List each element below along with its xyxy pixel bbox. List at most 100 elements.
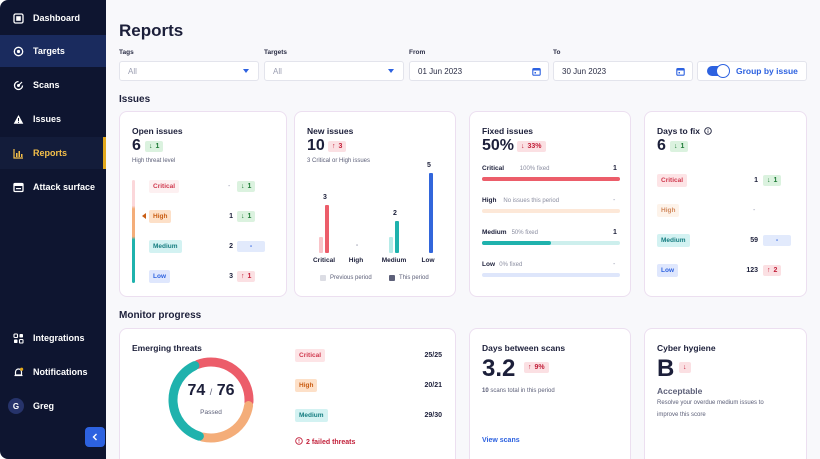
days-to-fix-card[interactable]: Days to fix 6 ↓ 1 Critical High Medium Lo… — [644, 111, 807, 297]
info-icon[interactable] — [704, 127, 713, 137]
sidebar-item-label: Scans — [33, 80, 60, 90]
sidebar-item-dashboard[interactable]: Dashboard — [0, 2, 106, 34]
bar-critical-previous — [319, 237, 323, 253]
sidebar-item-scans[interactable]: Scans — [0, 69, 106, 101]
fixed-row-note: 0% fixed — [499, 261, 523, 268]
group-by-issue-label: Group by issue — [736, 66, 798, 76]
legend-this-period: This period — [399, 275, 429, 281]
fixed-issues-card[interactable]: Fixed issues 50% ↓ 33% Critical 100% fixed… — [469, 111, 631, 297]
days-between-scans-card[interactable]: Days between scans 3.2 ↑ 9% 10 scans tota… — [469, 328, 631, 459]
toggle-switch[interactable] — [707, 64, 730, 78]
new-issues-subtitle: 3 Critical or High issues — [307, 158, 371, 164]
to-label: To — [553, 49, 561, 56]
chevron-left-icon — [91, 428, 99, 446]
bar-critical-current — [325, 205, 329, 253]
cyber-hygiene-card[interactable]: Cyber hygiene B ↓ Acceptable Resolve you… — [644, 328, 807, 459]
threat-level-gauge — [132, 180, 135, 283]
to-date-input[interactable]: 30 Jun 2023 — [553, 61, 693, 81]
new-issues-card[interactable]: New issues 10 ↑ 3 3 Critical or High issu… — [294, 111, 456, 297]
chevron-down-icon — [388, 69, 394, 73]
cyber-hygiene-description-line-2: improve this score — [657, 412, 706, 418]
cyber-hygiene-title: Cyber hygiene — [657, 343, 716, 353]
threats-passed-score: 74 / 76 — [166, 382, 256, 400]
sidebar-item-issues[interactable]: Issues — [0, 103, 106, 135]
warning-icon — [11, 112, 25, 126]
sidebar-item-reports[interactable]: Reports — [0, 137, 106, 169]
arrow-up-icon: ↑ — [767, 267, 771, 274]
open-issues-value: 6 — [132, 137, 141, 154]
fixed-progress-track — [482, 273, 620, 277]
bar-data-label: - — [355, 242, 359, 249]
open-critical-count: - — [228, 183, 231, 190]
threats-medium-value: 29/30 — [424, 412, 442, 419]
collapse-sidebar-button[interactable] — [85, 427, 105, 447]
bar-medium-current — [395, 221, 399, 253]
from-label: From — [409, 49, 426, 56]
tags-select[interactable]: All — [119, 61, 259, 81]
sidebar-item-user[interactable]: G Greg — [0, 390, 106, 422]
severity-badge-low: Low — [657, 264, 678, 277]
fixed-row-note: No issues this period — [503, 197, 560, 204]
legend-previous-period: Previous period — [330, 275, 372, 281]
fixed-issues-title: Fixed issues — [482, 126, 534, 136]
fixed-row-note: 100% fixed — [519, 165, 550, 172]
days-critical-count: 1 — [754, 177, 758, 184]
fixed-row-label: Low — [482, 261, 495, 268]
arrow-down-icon: ↓ — [241, 213, 245, 220]
sidebar-item-attack-surface[interactable]: Attack surface — [0, 171, 106, 203]
view-scans-link[interactable]: View scans — [482, 437, 520, 444]
threats-separator: / — [209, 387, 213, 397]
severity-badge-high: High — [657, 204, 680, 217]
group-by-issue-toggle[interactable]: Group by issue — [697, 61, 807, 81]
days-to-fix-title: Days to fix — [657, 126, 713, 137]
threats-high-value: 20/21 — [424, 382, 442, 389]
days-to-fix-trend: ↓ 1 — [670, 141, 689, 152]
open-issues-title: Open issues — [132, 126, 183, 136]
sidebar-item-integrations[interactable]: Integrations — [0, 322, 106, 354]
open-high-count: 1 — [229, 213, 233, 220]
arrow-down-icon: ↓ — [149, 143, 153, 150]
days-between-scans-subtitle: 10 scans total in this period — [482, 388, 555, 394]
targets-select[interactable]: All — [264, 61, 404, 81]
sidebar-item-label: Notifications — [33, 367, 88, 377]
dashboard-icon — [11, 11, 25, 25]
arrow-up-icon: ↑ — [528, 364, 532, 371]
severity-badge-critical: Critical — [295, 349, 326, 362]
fixed-issues-trend: ↓ 33% — [517, 141, 546, 152]
emerging-threats-ring — [168, 357, 254, 443]
sidebar-item-label: Targets — [33, 46, 65, 56]
open-issues-card[interactable]: Open issues 6 ↓ 1 High threat level Criti… — [119, 111, 287, 297]
cyber-hygiene-status: Acceptable — [657, 386, 703, 396]
days-medium-trend: - — [763, 235, 791, 246]
ring-segment — [193, 357, 254, 407]
sidebar-item-label: Attack surface — [33, 182, 96, 192]
bar-medium-previous — [389, 237, 393, 253]
x-tick-label: Critical — [312, 257, 336, 264]
sidebar-item-label: Dashboard — [33, 13, 81, 23]
to-date-value: 30 Jun 2023 — [562, 66, 607, 76]
arrow-down-icon: ↓ — [521, 143, 525, 150]
cyber-hygiene-grade: B — [657, 355, 675, 382]
sidebar-item-notifications[interactable]: Notifications — [0, 356, 106, 388]
open-medium-trend: - — [237, 241, 265, 252]
days-high-count: - — [753, 207, 756, 214]
emerging-threats-card[interactable]: Emerging threats 74 / 76 Passed Critical… — [119, 328, 456, 459]
emerging-threats-title: Emerging threats — [132, 343, 202, 353]
fixed-row-label: High — [482, 197, 497, 204]
severity-badge-critical: Critical — [149, 180, 180, 193]
open-medium-count: 2 — [229, 243, 233, 250]
severity-badge-high: High — [149, 210, 172, 223]
fixed-issues-value: 50% — [482, 137, 515, 154]
target-icon — [11, 44, 25, 58]
severity-badge-critical: Critical — [657, 174, 688, 187]
new-issues-title: New issues — [307, 126, 354, 136]
open-issues-subtitle: High threat level — [132, 158, 176, 164]
from-date-input[interactable]: 01 Jun 2023 — [409, 61, 549, 81]
failed-threats-link[interactable]: 2 failed threats — [295, 437, 355, 447]
fixed-progress-fill — [482, 177, 620, 181]
fixed-progress-track — [482, 209, 620, 213]
severity-badge-high: High — [295, 379, 318, 392]
sidebar-item-targets[interactable]: Targets — [0, 35, 106, 67]
severity-badge-medium: Medium — [295, 409, 328, 422]
attack-surface-icon — [11, 180, 25, 194]
